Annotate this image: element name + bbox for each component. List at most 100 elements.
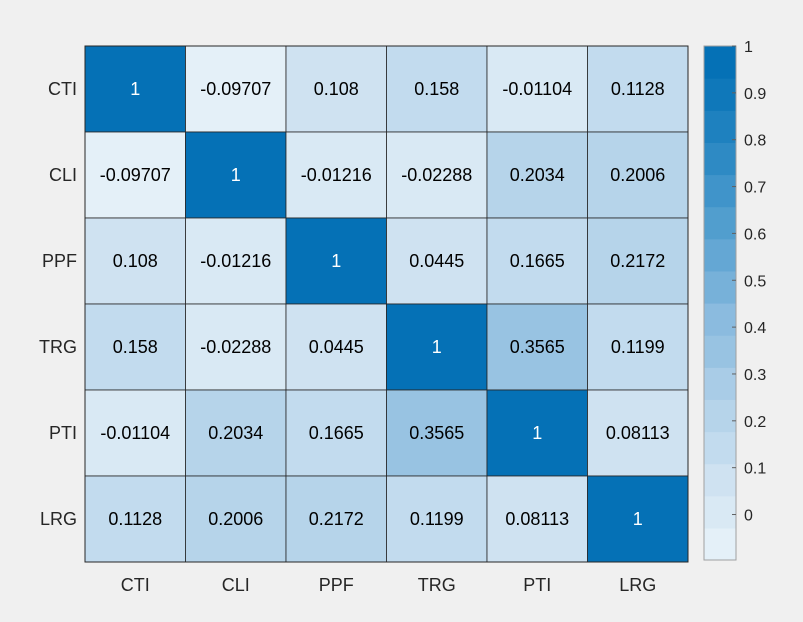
cell-value-label: -0.09707 [100, 165, 171, 185]
heatmap-cell [587, 131, 689, 219]
heatmap-cell [587, 475, 689, 563]
colorbar-tick-label: 0.2 [744, 414, 766, 431]
cell-value-label: -0.01104 [100, 423, 170, 443]
cell-value-label: 1 [130, 79, 140, 99]
cell-value-label: 0.108 [314, 79, 359, 99]
heatmap-frame [84, 45, 689, 563]
heatmap-cell [84, 45, 186, 133]
cell-value-label: 0.2172 [610, 251, 665, 271]
heatmap-cell [386, 131, 488, 219]
heatmap-cell [386, 389, 488, 477]
cell-value-label: 0.158 [113, 337, 158, 357]
y-tick-label: CTI [48, 79, 77, 99]
colorbar-segment [704, 527, 736, 561]
cell-value-label: 0.2172 [309, 509, 364, 529]
colorbar-segment [704, 78, 736, 111]
heatmap-cell [84, 475, 186, 563]
colorbar-tick-label: 0.8 [744, 133, 766, 150]
y-tick-label: PTI [49, 423, 77, 443]
cell-value-label: 0.08113 [505, 509, 569, 529]
heatmap-cell [285, 303, 387, 391]
colorbar-segment [704, 399, 736, 433]
heatmap-cell [587, 217, 689, 305]
x-tick-label: LRG [619, 575, 656, 595]
cell-value-label: -0.09707 [200, 79, 271, 99]
colorbar-tick-label: 0.5 [744, 273, 766, 290]
cell-value-label: 1 [331, 251, 341, 271]
cell-value-label: 0.08113 [606, 423, 670, 443]
heatmap-cell [587, 45, 689, 133]
colorbar-segment [704, 303, 736, 336]
cell-value-label: 0.1199 [611, 337, 665, 357]
heatmap-cell [486, 303, 588, 391]
colorbar-segment [704, 495, 736, 529]
colorbar-segment [704, 270, 736, 304]
colorbar-tick-label: 1 [744, 39, 753, 56]
cell-value-label: 1 [432, 337, 442, 357]
cell-value-label: 1 [231, 165, 241, 185]
cell-value-label: 1 [532, 423, 542, 443]
heatmap-cell [486, 389, 588, 477]
colorbar-segment [704, 142, 736, 176]
colorbar-tick-label: 0.1 [744, 461, 766, 478]
x-tick-label: PPF [319, 575, 354, 595]
colorbar-segment [704, 367, 736, 400]
cell-value-label: 0.158 [414, 79, 459, 99]
y-tick-label: TRG [39, 337, 77, 357]
cell-value-label: -0.02288 [200, 337, 271, 357]
heatmap-cell [386, 303, 488, 391]
cell-value-label: 0.1199 [410, 509, 464, 529]
cell-value-label: 0.0445 [309, 337, 364, 357]
cell-value-label: 0.0445 [409, 251, 464, 271]
cell-value-label: -0.02288 [401, 165, 472, 185]
heatmap-cell [285, 389, 387, 477]
cell-value-label: 0.108 [113, 251, 158, 271]
cell-value-label: 0.2006 [208, 509, 263, 529]
cell-value-label: -0.01216 [200, 251, 271, 271]
cell-value-label: 0.2034 [208, 423, 263, 443]
colorbar-tick-label: 0.7 [744, 180, 766, 197]
y-tick-label: LRG [40, 509, 77, 529]
cell-value-label: 0.1128 [611, 79, 665, 99]
colorbar-segment [704, 335, 736, 368]
cell-value-label: 0.3565 [510, 337, 565, 357]
x-tick-label: PTI [523, 575, 551, 595]
heatmap-cell [486, 217, 588, 305]
colorbar-tick-label: 0.4 [744, 320, 766, 337]
heatmap-cell [285, 217, 387, 305]
cell-value-label: 0.2034 [510, 165, 565, 185]
colorbar-segment [704, 46, 736, 79]
colorbar-tick-label: 0.6 [744, 226, 766, 243]
heatmap-cell [84, 303, 186, 391]
heatmap-cell [386, 217, 488, 305]
colorbar-segment [704, 463, 736, 497]
heatmap-cell [185, 217, 287, 305]
heatmap-cell [84, 389, 186, 477]
colorbar-tick-label: 0 [744, 508, 753, 525]
heatmap-cell [185, 45, 287, 133]
cell-value-label: 1 [633, 509, 643, 529]
cell-value-label: 0.3565 [409, 423, 464, 443]
colorbar-segment [704, 431, 736, 465]
colorbar-tick-label: 0.3 [744, 367, 766, 384]
heatmap-cell [386, 45, 488, 133]
heatmap-cell [486, 475, 588, 563]
y-tick-label: PPF [42, 251, 77, 271]
colorbar-segment [704, 174, 736, 208]
cell-value-label: 0.1665 [510, 251, 565, 271]
heatmap-cell [84, 217, 186, 305]
cell-value-label: 0.1128 [108, 509, 162, 529]
heatmap-cell [486, 45, 588, 133]
heatmap-cell [185, 131, 287, 219]
colorbar-segment [704, 238, 736, 272]
cell-value-label: 0.1665 [309, 423, 364, 443]
x-tick-label: CTI [121, 575, 150, 595]
colorbar-tick-label: 0.9 [744, 86, 766, 103]
colorbar-frame [703, 45, 737, 561]
heatmap-cell [185, 303, 287, 391]
colorbar-segment [704, 206, 736, 240]
cell-value-label: 0.2006 [610, 165, 665, 185]
x-tick-label: TRG [418, 575, 456, 595]
